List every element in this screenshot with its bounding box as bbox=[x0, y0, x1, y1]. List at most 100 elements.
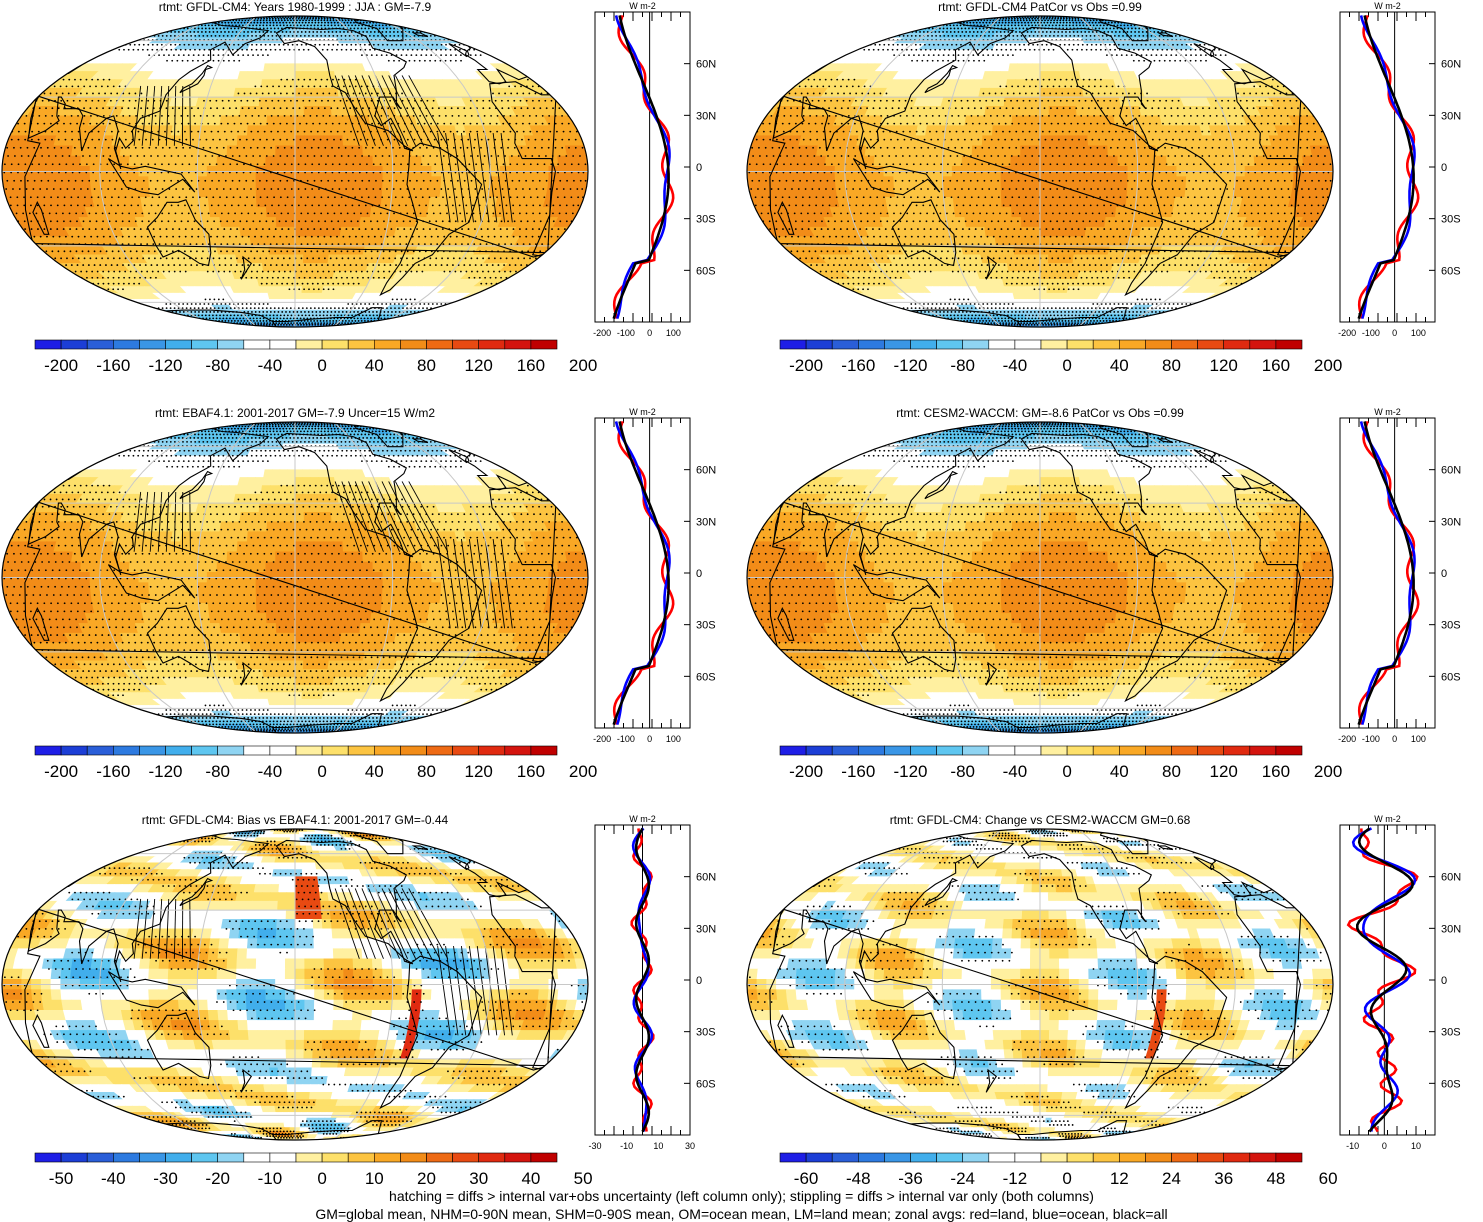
stipple-dot bbox=[162, 147, 164, 149]
field-cell bbox=[399, 322, 411, 325]
field-cell bbox=[81, 187, 92, 197]
stipple-dot bbox=[272, 18, 274, 20]
field-cell bbox=[403, 19, 415, 22]
stipple-dot bbox=[516, 93, 518, 95]
field-cell bbox=[150, 315, 165, 319]
stipple-dot bbox=[555, 139, 557, 141]
stipple-dot bbox=[301, 31, 303, 33]
stipple-dot bbox=[406, 54, 408, 56]
stipple-dot bbox=[320, 139, 322, 141]
stipple-dot bbox=[57, 196, 59, 198]
stipple-dot bbox=[167, 24, 169, 26]
stipple-dot bbox=[197, 44, 199, 46]
stipple-dot bbox=[387, 16, 389, 18]
stipple-dot bbox=[570, 188, 572, 190]
stipple-dot bbox=[502, 188, 504, 190]
field-cell bbox=[259, 97, 269, 106]
stipple-dot bbox=[62, 93, 64, 95]
stipple-dot bbox=[549, 131, 551, 133]
stipple-dot bbox=[389, 35, 391, 37]
stipple-dot bbox=[286, 107, 288, 109]
stipple-dot bbox=[302, 20, 304, 22]
stipple-dot bbox=[350, 131, 352, 133]
stipple-dot bbox=[296, 44, 298, 46]
stipple-dot bbox=[218, 60, 220, 62]
stipple-dot bbox=[38, 163, 40, 165]
stipple-dot bbox=[206, 196, 208, 198]
field-cell bbox=[12, 177, 23, 187]
stipple-dot bbox=[142, 115, 144, 117]
stipple-dot bbox=[219, 35, 221, 37]
stipple-dot bbox=[157, 155, 159, 157]
stipple-dot bbox=[99, 49, 101, 51]
field-cell bbox=[280, 56, 288, 63]
field-cell bbox=[360, 217, 371, 227]
field-cell bbox=[276, 136, 286, 146]
stipple-dot bbox=[247, 31, 249, 33]
stipple-dot bbox=[197, 18, 199, 20]
stipple-dot bbox=[329, 115, 331, 117]
stipple-dot bbox=[111, 131, 113, 133]
stipple-dot bbox=[433, 28, 435, 30]
stipple-dot bbox=[97, 204, 99, 206]
stipple-dot bbox=[136, 31, 138, 33]
stipple-dot bbox=[188, 16, 190, 18]
stipple-dot bbox=[556, 131, 558, 133]
stipple-dot bbox=[402, 196, 404, 198]
field-cell bbox=[383, 177, 393, 187]
stipple-dot bbox=[121, 107, 123, 109]
stipple-dot bbox=[316, 35, 318, 37]
field-cell bbox=[386, 324, 396, 326]
stipple-dot bbox=[401, 16, 403, 18]
stipple-dot bbox=[51, 115, 53, 117]
stipple-dot bbox=[243, 31, 245, 33]
stipple-dot bbox=[542, 188, 544, 190]
stipple-dot bbox=[369, 35, 371, 37]
stipple-dot bbox=[227, 16, 229, 18]
stipple-dot bbox=[290, 131, 292, 133]
stipple-dot bbox=[327, 196, 329, 198]
stipple-dot bbox=[366, 31, 368, 33]
stipple-dot bbox=[122, 39, 124, 41]
stipple-dot bbox=[203, 54, 205, 56]
stipple-dot bbox=[233, 196, 235, 198]
stipple-dot bbox=[306, 123, 308, 125]
stipple-dot bbox=[379, 28, 381, 30]
stipple-dot bbox=[211, 180, 213, 182]
stipple-dot bbox=[202, 16, 204, 18]
stipple-dot bbox=[377, 35, 379, 37]
stipple-dot bbox=[507, 147, 509, 149]
field-cell bbox=[175, 21, 188, 24]
stipple-dot bbox=[83, 86, 85, 88]
field-cell bbox=[434, 25, 450, 29]
field-cell bbox=[430, 25, 446, 29]
stipple-dot bbox=[382, 31, 384, 33]
field-cell bbox=[421, 177, 431, 187]
field-cell bbox=[397, 324, 407, 326]
stipple-dot bbox=[171, 204, 173, 206]
stipple-dot bbox=[75, 180, 77, 182]
stipple-dot bbox=[308, 20, 310, 22]
stipple-dot bbox=[185, 49, 187, 51]
stipple-dot bbox=[175, 163, 177, 165]
stipple-dot bbox=[86, 163, 88, 165]
stipple-dot bbox=[322, 93, 324, 95]
field-cell bbox=[91, 187, 102, 197]
stipple-dot bbox=[174, 31, 176, 33]
field-cell bbox=[390, 326, 398, 327]
stipple-dot bbox=[38, 93, 40, 95]
stipple-dot bbox=[563, 131, 565, 133]
stipple-dot bbox=[476, 123, 478, 125]
field-cell bbox=[408, 19, 420, 22]
stipple-dot bbox=[314, 20, 316, 22]
field-cell bbox=[334, 177, 344, 187]
field-cell bbox=[170, 324, 181, 326]
field-cell bbox=[100, 177, 110, 187]
field-cell bbox=[262, 263, 271, 271]
field-cell bbox=[270, 255, 279, 264]
stipple-dot bbox=[17, 123, 19, 125]
stipple-dot bbox=[180, 18, 182, 20]
stipple-dot bbox=[297, 147, 299, 149]
stipple-dot bbox=[50, 123, 52, 125]
stipple-dot bbox=[369, 22, 371, 24]
